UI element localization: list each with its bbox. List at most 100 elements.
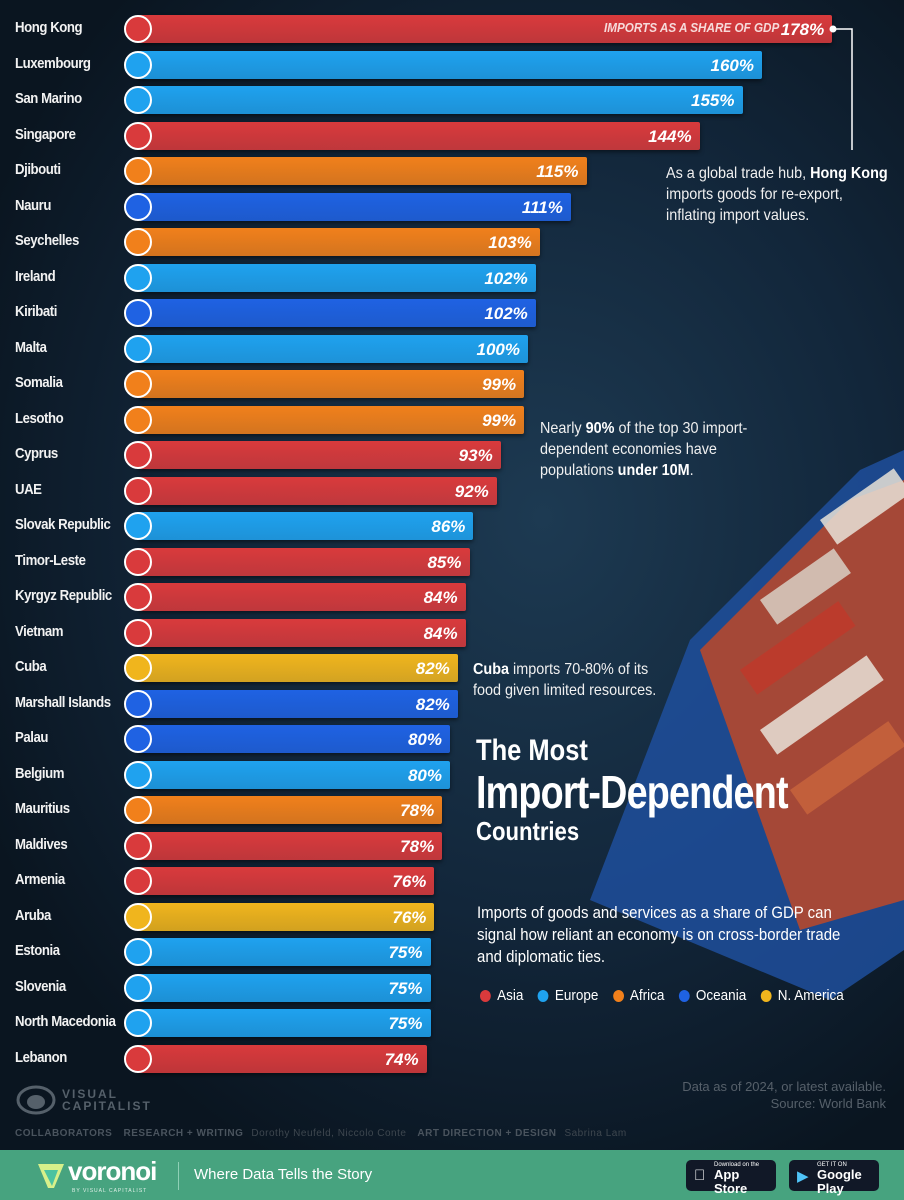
bar-row: Singapore 144% — [0, 118, 904, 154]
bar-row: Vietnam 84% — [0, 615, 904, 651]
bar: 102% — [138, 299, 536, 327]
legend-item: Africa — [612, 987, 664, 1004]
legend-swatch — [678, 989, 690, 1002]
bar-row: Armenia 76% — [0, 863, 904, 899]
value-axis-label: IMPORTS AS A SHARE OF GDP — [604, 20, 780, 35]
value-label: 75% — [388, 978, 423, 998]
bar: 74% — [138, 1044, 427, 1073]
country-label: Vietnam — [15, 622, 64, 640]
country-label: Timor-Leste — [15, 551, 86, 569]
value-label: 111% — [521, 197, 563, 217]
data-date-note: Data as of 2024, or latest available. — [682, 1079, 886, 1094]
value-label: 178% — [780, 20, 825, 39]
flag-icon — [124, 405, 152, 434]
flag-icon — [124, 973, 152, 1002]
value-label: 78% — [400, 801, 435, 820]
collaborators: COLLABORATORS RESEARCH + WRITING Dorothy … — [15, 1128, 635, 1139]
value-label: 103% — [488, 233, 532, 252]
value-label: 102% — [484, 304, 528, 323]
google-play-button[interactable]: ▶ GET IT ON Google Play — [789, 1160, 879, 1196]
design-names: Sabrina Lam — [564, 1128, 627, 1139]
value-label: 84% — [423, 623, 458, 643]
country-label: Mauritius — [15, 800, 70, 817]
country-label: Slovak Republic — [15, 516, 111, 533]
legend-label: Asia — [497, 987, 524, 1004]
bar-row: Estonia 75% — [0, 934, 904, 970]
source-text: Source: World Bank — [770, 1096, 886, 1111]
country-label: Marshall Islands — [15, 693, 111, 711]
value-label: 82% — [415, 694, 450, 714]
flag-icon — [124, 192, 152, 221]
flag-icon — [124, 50, 152, 79]
country-label: Nauru — [15, 196, 51, 214]
app-store-label: App Store — [714, 1167, 748, 1196]
value-label: 144% — [648, 126, 692, 146]
flag-icon — [124, 370, 152, 398]
bar: 84% — [138, 618, 466, 647]
value-label: 76% — [392, 872, 427, 891]
chart-title: The Most Import-Dependent Countries — [476, 734, 856, 847]
bar-row: Kiribati 102% — [0, 295, 904, 331]
voronoi-logo[interactable]: voronoi — [68, 1156, 157, 1186]
bar: 80% — [138, 725, 450, 753]
population-annotation: Nearly 90% of the top 30 import-dependen… — [540, 420, 748, 479]
flag-icon — [124, 1009, 152, 1037]
country-label: Ireland — [15, 267, 56, 285]
bar-row: Malta 100% — [0, 331, 904, 367]
bar-row: Lesotho 99% — [0, 402, 904, 438]
bar-row: North Macedonia 75% — [0, 1005, 904, 1041]
cargo-ship-illustration — [590, 450, 904, 1000]
value-label: 99% — [482, 410, 517, 430]
bar: 100% — [138, 334, 528, 363]
bar-row: Ireland 102% — [0, 260, 904, 296]
legend-item: Asia — [480, 987, 523, 1004]
country-label: Lesotho — [15, 409, 64, 427]
legend-label: Europe — [554, 987, 599, 1004]
chart-subtitle: Imports of goods and services as a share… — [477, 903, 841, 966]
legend: Asia Europe Africa Oceania N. America — [480, 987, 844, 1004]
value-label: 102% — [484, 268, 528, 288]
flag-icon — [124, 228, 152, 256]
flag-icon — [124, 263, 152, 292]
bar-row: Belgium 80% — [0, 757, 904, 793]
google-play-label: Google Play — [817, 1167, 862, 1196]
country-label: Armenia — [15, 871, 65, 888]
flag-icon — [124, 867, 152, 895]
bar-row: Kyrgyz Republic 84% — [0, 579, 904, 615]
flag-icon — [124, 689, 152, 718]
bar: 115% — [138, 157, 587, 185]
bar: 85% — [138, 547, 470, 576]
bar: 76% — [138, 867, 435, 895]
flag-icon — [124, 547, 152, 576]
bar: 144% — [138, 121, 700, 150]
bar-row: Mauritius 78% — [0, 792, 904, 828]
google-play-small: GET IT ON — [817, 1162, 847, 1168]
flag-icon — [124, 760, 152, 789]
bar-row: Nauru 111% — [0, 189, 904, 225]
flag-icon — [124, 938, 152, 966]
country-label: San Marino — [15, 90, 82, 107]
value-label: 86% — [431, 517, 466, 536]
bar-row: San Marino 155% — [0, 82, 904, 118]
collaborators-label: COLLABORATORS — [15, 1128, 113, 1139]
value-label: 82% — [415, 659, 450, 678]
bar: 111% — [138, 192, 571, 221]
country-label: Slovenia — [15, 977, 66, 995]
country-label: Luxembourg — [15, 54, 91, 72]
country-label: Cyprus — [15, 445, 58, 462]
bar-row: Palau 80% — [0, 721, 904, 757]
legend-item: Europe — [537, 987, 599, 1004]
hk-annotation-connector — [829, 25, 853, 150]
bar: 80% — [138, 760, 450, 789]
country-label: Estonia — [15, 942, 60, 959]
footer-bar: voronoi BY VISUAL CAPITALIST Where Data … — [0, 1150, 904, 1200]
legend-swatch — [612, 989, 624, 1002]
legend-swatch — [480, 989, 491, 1002]
value-label: 100% — [476, 339, 520, 359]
bar: 84% — [138, 583, 466, 611]
bar-row: Hong Kong 178% — [0, 11, 904, 47]
bar-row: Maldives 78% — [0, 828, 904, 864]
bar: 92% — [138, 476, 497, 505]
value-label: 115% — [536, 162, 579, 181]
